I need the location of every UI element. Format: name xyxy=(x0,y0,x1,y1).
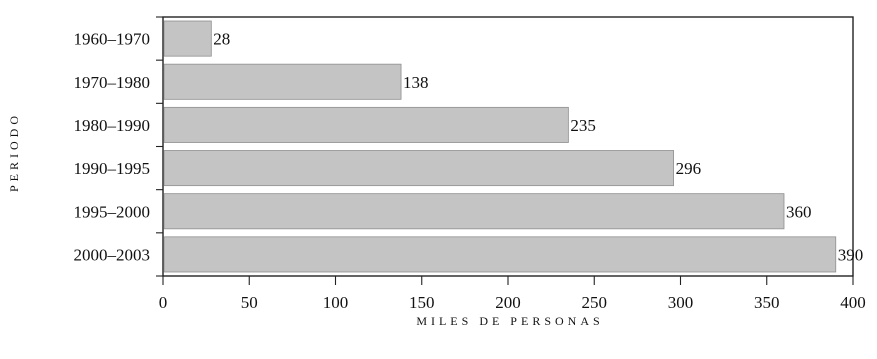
data-label-2000–2003: 390 xyxy=(838,245,864,264)
bar-2000–2003 xyxy=(163,236,837,273)
bar-1960–1970 xyxy=(163,20,212,57)
x-tick-label-50: 50 xyxy=(241,293,258,312)
data-label-1980–1990: 235 xyxy=(570,116,596,135)
x-tick-label-250: 250 xyxy=(582,293,608,312)
y-tick-label-2000–2003: 2000–2003 xyxy=(74,245,151,264)
x-tick-label-400: 400 xyxy=(840,293,866,312)
y-tick-label-1995–2000: 1995–2000 xyxy=(74,202,151,221)
y-tick-label-1960–1970: 1960–1970 xyxy=(74,30,151,49)
data-label-1990–1995: 296 xyxy=(676,159,702,178)
x-tick-label-150: 150 xyxy=(409,293,435,312)
y-tick-label-1970–1980: 1970–1980 xyxy=(74,73,151,92)
axes: 1960–1970 1970–1980 1980–1990 1990–1995 1995… xyxy=(74,16,866,312)
data-label-1995–2000: 360 xyxy=(786,202,812,221)
x-tick-label-200: 200 xyxy=(495,293,521,312)
bar-1990–1995 xyxy=(163,150,675,187)
y-tick-label-1990–1995: 1990–1995 xyxy=(74,159,151,178)
x-tick-label-300: 300 xyxy=(668,293,694,312)
x-axis-title: MILES DE PERSONAS xyxy=(416,314,603,328)
y-axis-title: PERIODO xyxy=(7,112,21,192)
bars xyxy=(163,20,837,273)
bar-1980–1990 xyxy=(163,106,569,143)
x-tick-label-0: 0 xyxy=(159,293,168,312)
data-labels: 28 138 235 296 360 390 xyxy=(213,30,863,265)
x-tick-label-350: 350 xyxy=(754,293,780,312)
y-tick-label-1980–1990: 1980–1990 xyxy=(74,116,151,135)
x-tick-label-100: 100 xyxy=(323,293,349,312)
bar-1995–2000 xyxy=(163,193,785,230)
data-label-1960–1970: 28 xyxy=(213,30,230,49)
data-label-1970–1980: 138 xyxy=(403,73,429,92)
bar-1970–1980 xyxy=(163,63,402,100)
